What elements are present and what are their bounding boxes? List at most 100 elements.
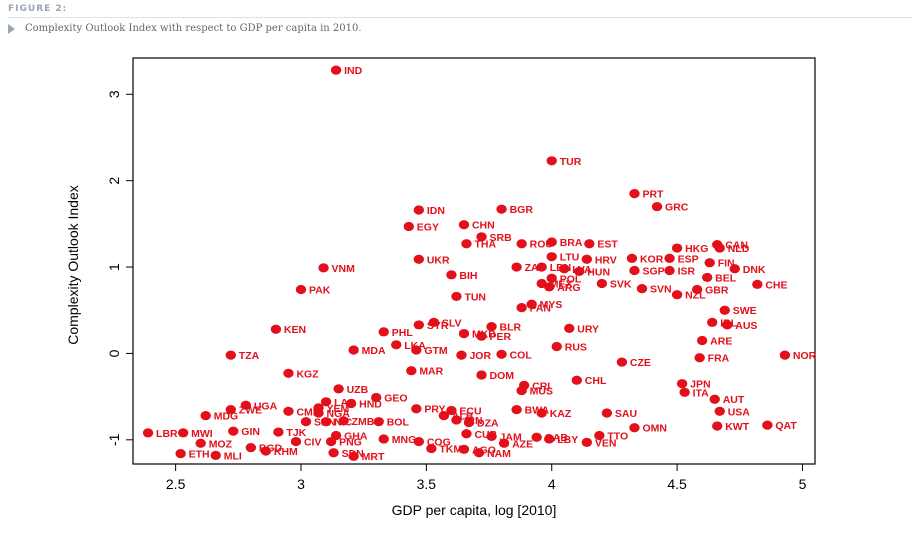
data-point <box>378 434 389 444</box>
point-label: YEM <box>327 403 350 415</box>
point-label: COL <box>510 349 533 361</box>
y-tick-label: 0 <box>106 349 122 357</box>
data-point <box>458 444 470 454</box>
data-point <box>348 451 359 461</box>
x-tick-label: 4.5 <box>667 476 687 492</box>
point-label: CRI <box>532 380 550 392</box>
point-label: PER <box>490 331 512 343</box>
data-point <box>664 265 675 276</box>
data-point <box>526 299 537 309</box>
point-label: CHN <box>472 220 495 232</box>
data-point <box>714 406 725 416</box>
point-label: HUN <box>587 266 610 278</box>
data-point <box>546 273 557 283</box>
data-point <box>636 284 648 294</box>
point-label: SGP <box>642 266 664 278</box>
data-point <box>406 366 417 376</box>
point-label: MDG <box>214 411 239 423</box>
point-label: PAN <box>530 303 551 315</box>
point-label: ESP <box>678 253 699 265</box>
data-point <box>200 411 211 421</box>
point-label: PAK <box>309 285 331 297</box>
data-point <box>629 189 640 199</box>
data-point <box>225 404 236 415</box>
data-point <box>564 323 575 333</box>
data-point <box>320 417 332 427</box>
point-label: OMN <box>642 423 667 435</box>
data-point <box>626 253 638 264</box>
data-point <box>295 284 307 295</box>
point-label: CZE <box>630 357 651 369</box>
point-label: ECU <box>459 405 481 417</box>
point-label: MYS <box>540 299 563 311</box>
point-label: MAR <box>419 366 443 378</box>
point-label: CHL <box>585 375 607 387</box>
point-label: DOM <box>490 370 515 382</box>
data-point <box>373 417 384 427</box>
triangle-bullet-icon <box>8 23 15 34</box>
point-label: NAM <box>487 448 511 460</box>
data-point <box>461 239 472 249</box>
point-label: HKG <box>685 243 708 255</box>
point-label: NZL <box>685 290 706 302</box>
point-label: MEX <box>550 278 573 290</box>
x-axis-title: GDP per capita, log [2010] <box>392 502 557 518</box>
data-point <box>371 392 382 403</box>
data-point <box>283 406 294 416</box>
point-label: CIV <box>304 437 322 449</box>
data-point <box>516 239 527 249</box>
data-point <box>594 430 605 441</box>
data-point <box>225 350 236 360</box>
point-label: NOR <box>793 350 817 362</box>
point-label: KWT <box>725 421 749 433</box>
point-label: USA <box>728 406 751 418</box>
x-tick-label: 3 <box>297 476 305 492</box>
data-point <box>709 394 720 404</box>
data-point <box>498 438 510 448</box>
data-point <box>458 220 470 230</box>
plot-frame <box>132 57 816 465</box>
data-point <box>696 335 708 346</box>
data-point <box>458 328 470 339</box>
data-point <box>729 264 740 274</box>
point-label: KGZ <box>296 368 319 380</box>
point-label: DNK <box>743 264 766 276</box>
data-point <box>456 350 467 360</box>
data-point <box>378 327 389 337</box>
point-label: AZE <box>512 438 533 450</box>
data-point <box>300 417 312 427</box>
point-label: SLV <box>442 317 462 329</box>
data-point <box>391 340 402 350</box>
data-point <box>536 408 547 418</box>
point-label: ARG <box>557 282 580 294</box>
data-point <box>338 416 349 426</box>
data-point <box>413 320 425 330</box>
x-tick-label: 4 <box>548 476 556 492</box>
point-label: BLR <box>500 322 522 334</box>
point-label: MWI <box>191 428 213 440</box>
data-point <box>651 201 663 212</box>
data-point <box>516 303 527 313</box>
point-label: SVK <box>610 278 632 290</box>
x-tick-label: 2.5 <box>166 476 186 492</box>
data-point <box>584 239 595 249</box>
data-point <box>701 272 713 283</box>
axis-ticks: 2.5 3 3.5 4 4.5 5 -1 0 1 2 3 <box>106 90 807 492</box>
point-label: MDA <box>362 345 386 357</box>
data-point <box>536 262 547 272</box>
y-axis-title: Complexity Outlook Index <box>65 185 81 345</box>
point-label: ZMB <box>352 416 375 428</box>
data-point <box>694 353 705 363</box>
point-label: KEN <box>284 324 306 336</box>
data-point <box>581 437 593 448</box>
data-point <box>601 408 613 418</box>
data-point <box>325 436 337 447</box>
point-label: GRC <box>665 202 689 214</box>
data-point <box>719 305 730 315</box>
y-tick-label: 3 <box>106 90 122 98</box>
point-label: SVN <box>650 284 672 296</box>
point-label: CHE <box>765 279 787 291</box>
data-point <box>664 253 675 264</box>
point-label: RUS <box>565 342 587 354</box>
